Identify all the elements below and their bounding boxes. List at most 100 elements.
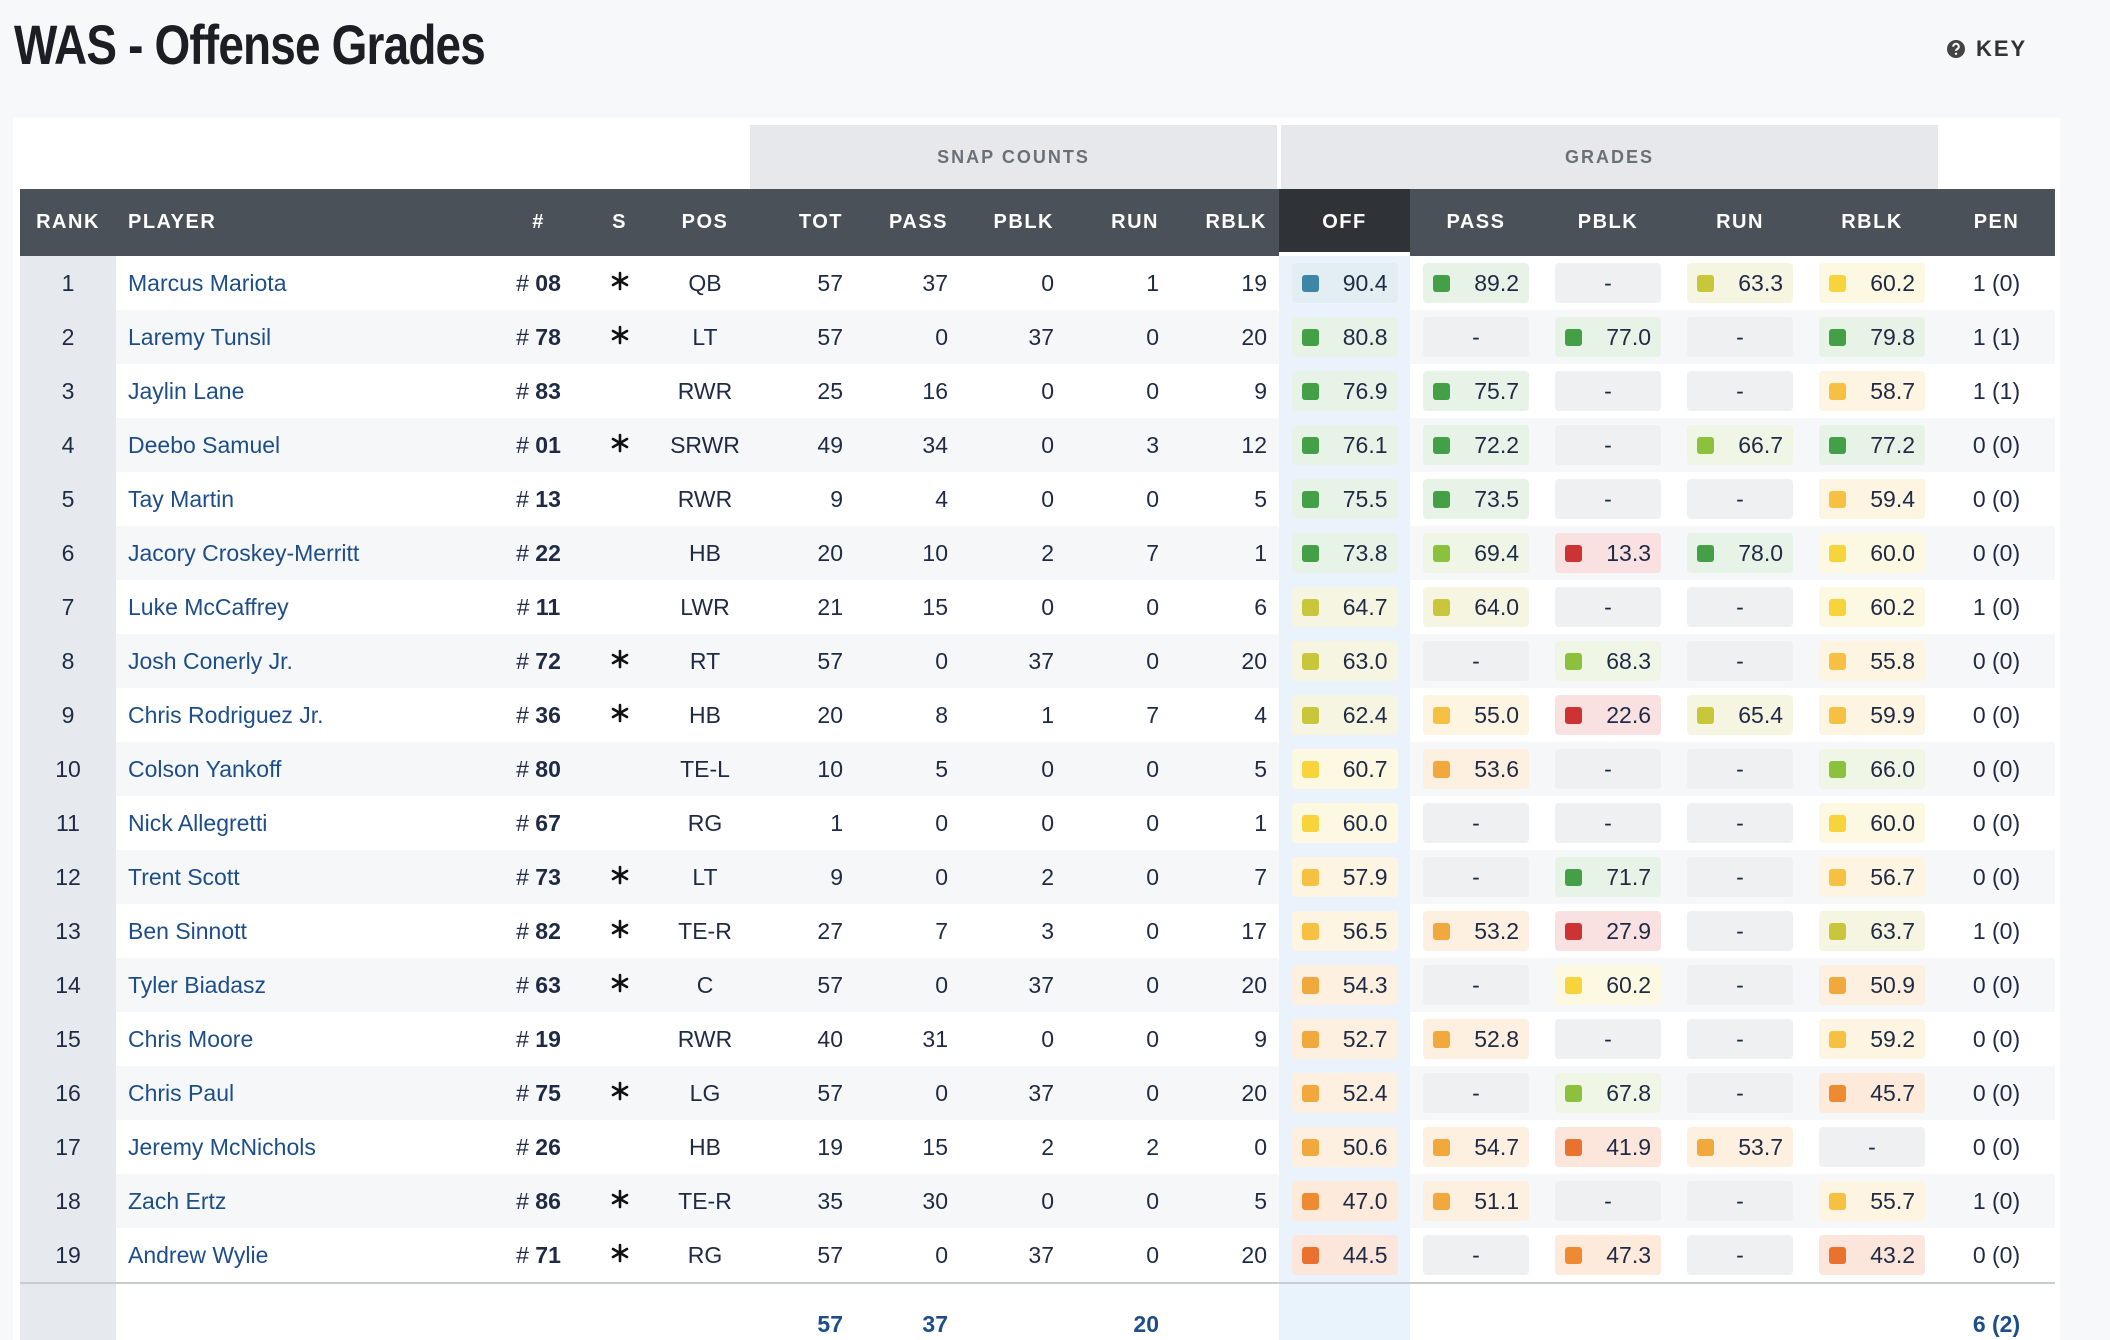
- player-name[interactable]: Deebo Samuel: [116, 418, 498, 472]
- penalties: 0 (0): [1938, 850, 2055, 904]
- grade-box: 60.0: [1291, 803, 1398, 843]
- grade-cell: 75.5: [1279, 472, 1410, 526]
- player-name[interactable]: Josh Conerly Jr.: [116, 634, 498, 688]
- grade-swatch: [1433, 1192, 1450, 1210]
- jersey-number: 71: [535, 1241, 561, 1268]
- jersey: # 82: [498, 904, 579, 958]
- player-name[interactable]: Ben Sinnott: [128, 917, 247, 944]
- grade-box: -: [1687, 1073, 1793, 1113]
- rank: 10: [20, 742, 116, 796]
- header-row: RANK PLAYER # S POS TOT PASS PBLK RUN RBLK OFF PASS…: [20, 189, 2055, 256]
- player-name[interactable]: Chris Moore: [128, 1025, 254, 1052]
- jersey-prefix: #: [516, 701, 529, 728]
- grade-value: -: [1604, 377, 1612, 404]
- grade-cell: 59.4: [1806, 472, 1938, 526]
- position: LWR: [680, 593, 730, 620]
- grade-swatch: [1829, 868, 1846, 886]
- player-name[interactable]: Chris Rodriguez Jr.: [128, 701, 324, 728]
- grade-cell: 77.0: [1542, 310, 1674, 364]
- player-name[interactable]: Luke McCaffrey: [128, 593, 289, 620]
- starter: [579, 418, 660, 472]
- rank: 17: [20, 1120, 116, 1174]
- grade-value: 60.2: [1870, 593, 1915, 620]
- starter: [579, 634, 660, 688]
- grade-cell: 73.5: [1410, 472, 1542, 526]
- grade-swatch: [1829, 922, 1846, 940]
- jersey-number: 78: [535, 323, 561, 350]
- jersey: # 22: [498, 526, 579, 580]
- player-name[interactable]: Colson Yankoff: [116, 742, 498, 796]
- grade-cell: -: [1410, 958, 1542, 1012]
- grade-box: 59.9: [1819, 695, 1925, 735]
- snap-count: 6: [1254, 593, 1267, 620]
- key-button[interactable]: KEY: [1946, 36, 2027, 62]
- snap-count: 0: [1066, 850, 1171, 904]
- grade-box: 50.6: [1291, 1127, 1398, 1167]
- player-name[interactable]: Chris Paul: [116, 1066, 498, 1120]
- player-name[interactable]: Zach Ertz: [116, 1174, 498, 1228]
- snap-count: 27: [817, 917, 843, 944]
- grade-swatch: [1829, 760, 1846, 778]
- player-name[interactable]: Jacory Croskey-Merritt: [116, 526, 498, 580]
- grade-cell: -: [1410, 850, 1542, 904]
- column-header: PLAYER: [116, 189, 498, 256]
- jersey-number: 86: [535, 1187, 561, 1214]
- position: TE-R: [678, 917, 732, 944]
- grade-value: 60.7: [1342, 755, 1388, 782]
- grade-swatch: [1301, 1084, 1319, 1102]
- player-name[interactable]: Jeremy McNichols: [128, 1133, 316, 1160]
- grade-value: 58.7: [1870, 377, 1915, 404]
- grade-value: -: [1736, 863, 1744, 890]
- grade-cell: 60.7: [1279, 742, 1410, 796]
- player-name[interactable]: Marcus Mariota: [128, 269, 287, 296]
- grade-cell: 41.9: [1542, 1120, 1674, 1174]
- grade-swatch: [1829, 706, 1846, 724]
- grade-value: 53.6: [1474, 755, 1519, 782]
- grade-box: -: [1819, 1127, 1925, 1167]
- rank: 9: [20, 688, 116, 742]
- penalties: 0 (0): [1938, 634, 2055, 688]
- player-name[interactable]: Laremy Tunsil: [116, 310, 498, 364]
- rank: 18: [20, 1174, 116, 1228]
- grade-swatch: [1565, 1246, 1582, 1264]
- grade-cell: 63.0: [1279, 634, 1410, 688]
- grade-cell: 56.5: [1279, 904, 1410, 958]
- jersey-prefix: #: [516, 431, 529, 458]
- grade-value: 60.0: [1342, 809, 1388, 836]
- grade-value: 90.4: [1342, 269, 1388, 296]
- jersey: # 78: [498, 310, 579, 364]
- grade-value: 64.7: [1342, 593, 1388, 620]
- rank: 8: [20, 634, 116, 688]
- grade-swatch: [1433, 274, 1450, 292]
- player-name[interactable]: Tay Martin: [128, 485, 235, 512]
- snap-count: 0: [855, 850, 960, 904]
- grade-cell: 56.7: [1806, 850, 1938, 904]
- position: TE-R: [660, 1174, 750, 1228]
- grade-swatch: [1301, 868, 1319, 886]
- jersey-prefix: #: [516, 593, 530, 620]
- jersey-number: 08: [535, 269, 561, 296]
- snap-count: 37: [960, 310, 1066, 364]
- position: HB: [660, 526, 750, 580]
- grade-swatch: [1301, 814, 1319, 832]
- grade-value: 55.0: [1474, 701, 1519, 728]
- player-name[interactable]: Trent Scott: [116, 850, 498, 904]
- jersey-number: 01: [535, 431, 561, 458]
- grade-swatch: [1301, 328, 1319, 346]
- player-name[interactable]: Jaylin Lane: [128, 377, 245, 404]
- snap-count: 2: [960, 850, 1066, 904]
- grade-cell: -: [1674, 364, 1806, 418]
- snap-count: 9: [1254, 377, 1267, 404]
- player-name[interactable]: Nick Allegretti: [128, 809, 268, 836]
- position: LG: [660, 1066, 750, 1120]
- grade-value: 63.0: [1342, 647, 1388, 674]
- grade-cell: 65.4: [1674, 688, 1806, 742]
- grade-value: 63.3: [1738, 269, 1783, 296]
- penalties: 1 (1): [1972, 377, 2021, 404]
- player-name[interactable]: Tyler Biadasz: [116, 958, 498, 1012]
- player-row: 11 Nick Allegretti # 67 RG 1 0 0 0 1 60.0 - - - 60.0 0…: [20, 796, 2055, 850]
- player-name[interactable]: Andrew Wylie: [128, 1241, 269, 1268]
- grade-cell: 43.2: [1806, 1228, 1938, 1283]
- grades-table: SNAP COUNTS GRADES RANK PLAYER # S POS TOT PASS P…: [20, 125, 2055, 1340]
- jersey-prefix: #: [516, 809, 529, 836]
